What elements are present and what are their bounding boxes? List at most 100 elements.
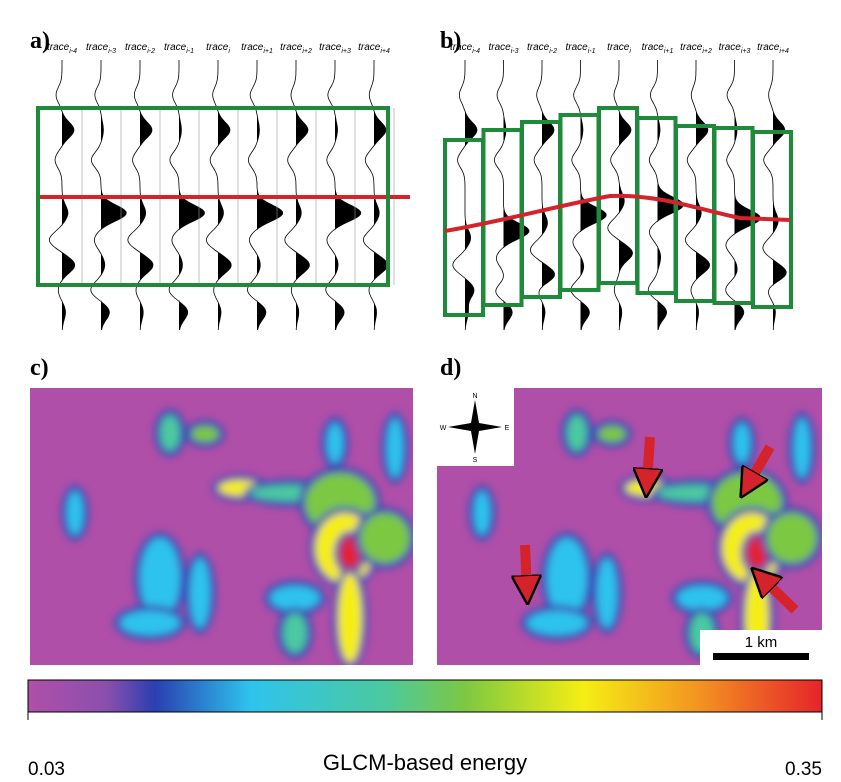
wiggle-fill xyxy=(542,60,555,330)
arrow xyxy=(748,444,775,485)
trace-label: tracei-2 xyxy=(527,42,557,55)
trace-base: trace xyxy=(319,42,342,53)
wiggle xyxy=(684,60,710,331)
wiggle xyxy=(452,60,478,331)
anomaly xyxy=(160,415,180,451)
trace-base: trace xyxy=(125,42,148,53)
compass-label: W xyxy=(440,425,447,432)
trace-sub: i+3 xyxy=(741,48,751,55)
trace-base: trace xyxy=(607,42,630,53)
trace-base: trace xyxy=(642,42,665,53)
trace-sub: i+4 xyxy=(779,48,789,55)
anomaly xyxy=(598,426,626,442)
anomaly xyxy=(547,538,587,618)
trace-base: trace xyxy=(719,42,742,53)
trace-sub: i+1 xyxy=(263,48,273,55)
anomaly xyxy=(597,558,617,628)
trace-sub: i-2 xyxy=(147,48,155,55)
trace-label: tracei-4 xyxy=(450,42,480,55)
trace-sub: i+1 xyxy=(664,48,674,55)
trace-sub: i-3 xyxy=(511,48,519,55)
trace-label: tracei+4 xyxy=(757,42,789,55)
window xyxy=(674,124,716,303)
trace-label: tracei+2 xyxy=(280,42,312,55)
anomaly xyxy=(474,491,490,535)
panel-label: b) xyxy=(440,28,461,54)
anomaly xyxy=(140,538,180,618)
trace-sub: i+3 xyxy=(341,48,351,55)
trace-sub: i+2 xyxy=(702,48,712,55)
arrow xyxy=(647,436,650,483)
panel-label: d) xyxy=(440,355,461,381)
trace-label: tracei-3 xyxy=(488,42,518,55)
trace-sub: i-4 xyxy=(472,48,480,55)
trace-base: trace xyxy=(565,42,588,53)
trace-base: trace xyxy=(206,42,229,53)
wiggle xyxy=(762,60,787,331)
trace-sub: i-4 xyxy=(69,48,77,55)
trace-sub: i xyxy=(228,48,230,55)
anomaly xyxy=(734,423,750,463)
compass-label: S xyxy=(473,457,478,464)
wiggle-fill xyxy=(296,60,310,330)
anomaly xyxy=(67,491,83,535)
compass-label: E xyxy=(505,425,510,432)
window xyxy=(36,106,390,287)
trace-sub: i xyxy=(629,48,631,55)
wiggle xyxy=(570,60,607,331)
compass-label: N xyxy=(472,393,477,400)
horizon xyxy=(444,193,791,233)
anomaly xyxy=(527,611,587,635)
colorbar xyxy=(27,679,823,713)
wiggle-fill xyxy=(696,60,710,330)
trace-sub: i-2 xyxy=(549,48,557,55)
trace-label: tracei-3 xyxy=(86,42,116,55)
wiggle xyxy=(493,60,530,331)
arrow xyxy=(762,578,799,614)
trace-label: tracei+3 xyxy=(719,42,751,55)
colorbar-label: GLCM-based energy xyxy=(323,750,527,775)
anomaly xyxy=(338,573,362,663)
trace-sub: i-1 xyxy=(588,48,596,55)
wiggle-fill xyxy=(734,60,761,330)
scale-label: 1 km xyxy=(745,634,778,651)
trace-sub: i-1 xyxy=(186,48,194,55)
wiggle-fill xyxy=(140,60,153,330)
wiggle-fill xyxy=(374,60,388,330)
trace-base: trace xyxy=(164,42,187,53)
anomaly xyxy=(270,586,320,610)
trace-sub: i+4 xyxy=(380,48,390,55)
trace-label: tracei+4 xyxy=(358,42,390,55)
anomaly xyxy=(360,513,410,563)
trace-base: trace xyxy=(757,42,780,53)
anomaly xyxy=(767,513,817,563)
anomaly xyxy=(327,423,343,463)
trace-base: trace xyxy=(358,42,381,53)
wiggle-fill xyxy=(657,60,684,330)
trace-base: trace xyxy=(527,42,550,53)
anomaly xyxy=(794,418,810,478)
compass-rose xyxy=(448,400,502,454)
colorbar-tick-label: 0.35 xyxy=(785,759,822,780)
trace-label: tracei-1 xyxy=(164,42,194,55)
trace-label: tracei xyxy=(206,42,230,55)
trace-label: tracei xyxy=(607,42,631,55)
trace-base: trace xyxy=(450,42,473,53)
trace-label: tracei+2 xyxy=(680,42,712,55)
anomaly xyxy=(567,415,587,451)
anomaly xyxy=(190,558,210,628)
wiggle-fill xyxy=(465,60,477,330)
trace-sub: i-3 xyxy=(108,48,116,55)
trace-label: tracei+1 xyxy=(241,42,273,55)
panel-label: c) xyxy=(30,355,49,381)
trace-base: trace xyxy=(488,42,511,53)
anomaly xyxy=(387,418,403,478)
wiggle xyxy=(529,60,556,331)
colorbar-tick-label: 0.03 xyxy=(28,759,65,780)
arrow xyxy=(525,544,527,590)
trace-base: trace xyxy=(241,42,264,53)
wiggle-fill xyxy=(619,60,633,330)
trace-label: tracei+1 xyxy=(642,42,674,55)
trace-label: tracei-1 xyxy=(565,42,595,55)
